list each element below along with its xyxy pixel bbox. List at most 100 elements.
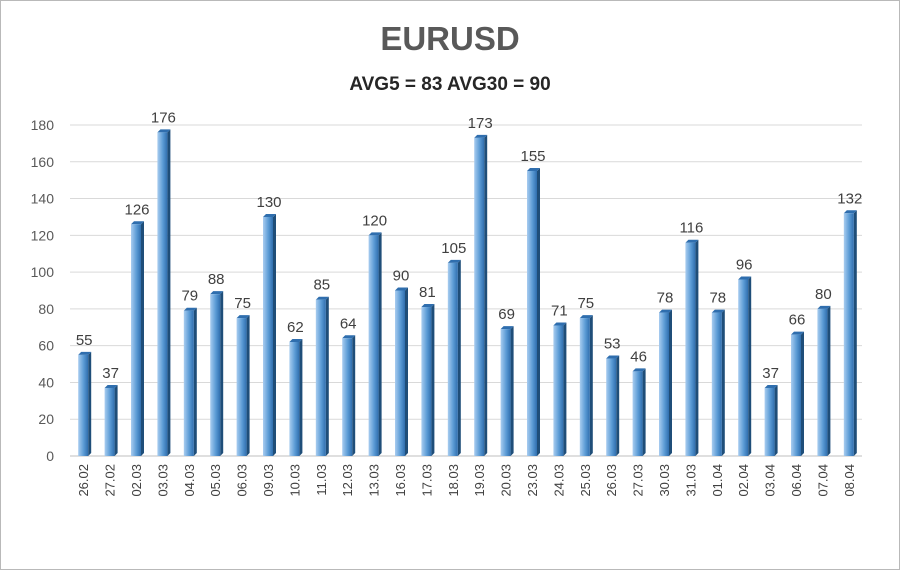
x-tick-label: 27.02 — [103, 464, 118, 497]
bar-side — [774, 384, 778, 456]
bar — [236, 318, 247, 456]
bar-top — [395, 287, 408, 291]
bar-side — [325, 296, 329, 456]
bar-top — [553, 322, 567, 326]
bar-side — [457, 259, 461, 456]
data-label: 46 — [630, 348, 647, 365]
data-label: 126 — [124, 201, 149, 218]
bar-side — [141, 221, 144, 456]
x-tick-label: 07.04 — [815, 464, 830, 497]
bar — [342, 338, 353, 456]
x-tick-label: 12.03 — [340, 464, 355, 497]
data-label: 105 — [441, 240, 466, 257]
bar — [447, 262, 458, 456]
x-tick-label: 03.04 — [763, 464, 778, 497]
x-tick-label: 09.03 — [261, 464, 276, 497]
bar-side — [193, 307, 197, 456]
y-tick-label: 140 — [31, 191, 55, 207]
bar-side — [589, 315, 593, 456]
x-tick-label: 11.03 — [314, 464, 329, 496]
bar-side — [748, 276, 752, 456]
bar-top — [711, 309, 725, 313]
data-label: 78 — [709, 290, 726, 307]
data-label: 120 — [362, 212, 387, 229]
y-tick-label: 60 — [38, 338, 54, 354]
bar-top — [500, 326, 514, 330]
bar-side — [616, 355, 620, 456]
bar-top — [659, 309, 672, 313]
bar — [606, 358, 617, 456]
x-tick-label: 18.03 — [446, 464, 461, 497]
x-tick-label: 01.04 — [710, 464, 725, 497]
bar-top — [738, 276, 752, 280]
bar-top — [315, 296, 329, 300]
bar-top — [632, 368, 646, 372]
x-tick-label: 06.03 — [235, 464, 250, 497]
bar-side — [510, 326, 514, 456]
x-tick-label: 25.03 — [578, 464, 593, 497]
data-label: 37 — [102, 365, 119, 382]
data-label: 64 — [340, 315, 357, 332]
data-label: 37 — [762, 365, 779, 382]
data-label: 132 — [837, 190, 862, 207]
x-tick-label: 19.03 — [472, 464, 487, 497]
x-tick-label: 16.03 — [393, 464, 408, 497]
data-label: 75 — [577, 295, 594, 312]
x-tick-label: 02.03 — [129, 464, 144, 497]
bar-side — [167, 129, 171, 456]
data-label: 69 — [498, 306, 515, 323]
bar-top — [791, 331, 804, 335]
x-tick-label: 05.03 — [208, 464, 223, 497]
y-tick-label: 160 — [31, 154, 55, 170]
bar-top — [289, 338, 303, 342]
bar — [527, 170, 537, 456]
data-label: 80 — [815, 286, 832, 303]
data-label: 155 — [520, 148, 545, 165]
bar-side — [563, 322, 567, 456]
bar-top — [843, 210, 857, 214]
data-label: 130 — [256, 194, 281, 211]
x-tick-label: 26.03 — [604, 464, 619, 497]
bar-side — [827, 305, 831, 456]
bar-top — [579, 315, 593, 319]
data-label: 116 — [679, 220, 703, 237]
bar — [843, 213, 854, 456]
data-label: 55 — [76, 332, 93, 349]
bar — [183, 310, 194, 456]
bar — [210, 294, 221, 456]
x-tick-label: 30.03 — [657, 464, 672, 497]
bar-side — [299, 338, 303, 456]
x-tick-label: 02.04 — [736, 464, 751, 497]
bar — [78, 354, 89, 456]
bar — [368, 235, 379, 456]
bar — [738, 279, 749, 456]
bar-side — [801, 331, 804, 456]
chart-title: EURUSD — [380, 20, 520, 57]
x-tick-label: 26.02 — [76, 464, 91, 497]
chart-subtitle: AVG5 = 83 AVG30 = 90 — [349, 74, 551, 95]
bar — [421, 307, 432, 456]
bar-top — [817, 305, 831, 309]
bar-top — [764, 384, 778, 388]
bar-side — [220, 291, 224, 456]
bar-top — [421, 304, 435, 308]
bar — [632, 371, 643, 456]
data-label: 78 — [657, 290, 674, 307]
data-label: 62 — [287, 319, 304, 336]
bar — [500, 329, 511, 456]
data-label: 88 — [208, 271, 225, 288]
x-tick-label: 13.03 — [367, 464, 382, 497]
data-label: 66 — [789, 312, 806, 329]
data-label: 81 — [419, 284, 436, 301]
bar-top — [263, 213, 276, 217]
x-tick-label: 06.04 — [789, 464, 804, 497]
data-label: 96 — [736, 256, 753, 273]
x-tick-label: 20.03 — [499, 464, 514, 497]
y-tick-label: 80 — [38, 301, 54, 317]
y-tick-label: 180 — [31, 117, 55, 133]
bar — [474, 137, 485, 456]
bar — [289, 341, 300, 456]
bar-top — [685, 239, 699, 243]
bar — [553, 325, 564, 456]
y-tick-label: 100 — [31, 264, 55, 280]
